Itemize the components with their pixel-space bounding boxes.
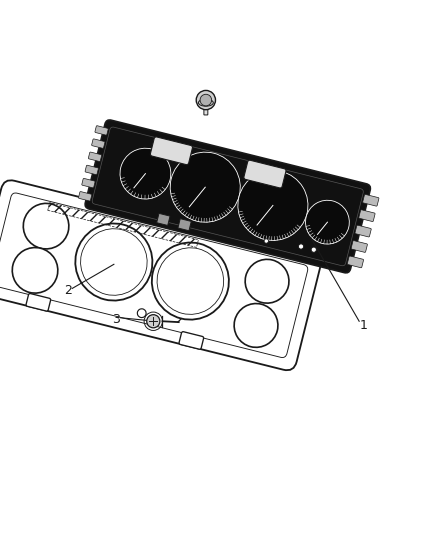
FancyBboxPatch shape bbox=[85, 165, 99, 175]
FancyBboxPatch shape bbox=[0, 180, 321, 370]
Circle shape bbox=[152, 243, 229, 320]
Circle shape bbox=[147, 314, 160, 328]
Circle shape bbox=[120, 148, 171, 199]
Text: 2: 2 bbox=[64, 284, 72, 297]
FancyBboxPatch shape bbox=[359, 210, 375, 222]
FancyBboxPatch shape bbox=[82, 179, 95, 188]
Circle shape bbox=[234, 303, 278, 348]
Ellipse shape bbox=[198, 99, 213, 106]
Circle shape bbox=[138, 309, 146, 318]
Circle shape bbox=[200, 94, 212, 106]
Circle shape bbox=[238, 171, 308, 240]
FancyBboxPatch shape bbox=[150, 137, 193, 165]
FancyBboxPatch shape bbox=[355, 225, 371, 237]
FancyBboxPatch shape bbox=[88, 152, 102, 161]
FancyBboxPatch shape bbox=[363, 195, 379, 206]
FancyBboxPatch shape bbox=[26, 294, 51, 311]
Circle shape bbox=[298, 244, 304, 249]
FancyBboxPatch shape bbox=[92, 139, 105, 148]
Circle shape bbox=[23, 204, 69, 249]
FancyBboxPatch shape bbox=[204, 101, 208, 115]
FancyBboxPatch shape bbox=[95, 126, 108, 135]
FancyBboxPatch shape bbox=[244, 160, 286, 188]
Circle shape bbox=[12, 247, 58, 293]
Text: 3: 3 bbox=[112, 312, 120, 326]
Circle shape bbox=[196, 91, 215, 110]
Circle shape bbox=[311, 247, 316, 252]
Circle shape bbox=[170, 152, 240, 222]
FancyBboxPatch shape bbox=[78, 191, 92, 201]
Circle shape bbox=[264, 239, 268, 243]
Circle shape bbox=[157, 248, 224, 314]
FancyBboxPatch shape bbox=[347, 256, 364, 268]
FancyBboxPatch shape bbox=[179, 332, 204, 349]
Text: 1: 1 bbox=[360, 319, 367, 332]
Circle shape bbox=[75, 223, 152, 301]
FancyBboxPatch shape bbox=[157, 213, 170, 225]
FancyBboxPatch shape bbox=[178, 219, 191, 231]
FancyBboxPatch shape bbox=[85, 120, 371, 273]
Circle shape bbox=[81, 229, 147, 295]
Circle shape bbox=[245, 260, 289, 303]
FancyBboxPatch shape bbox=[351, 240, 367, 252]
Circle shape bbox=[306, 200, 350, 244]
